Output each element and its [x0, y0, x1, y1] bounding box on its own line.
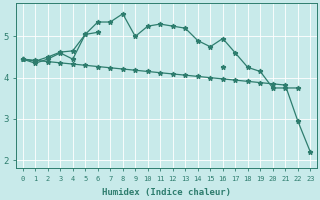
X-axis label: Humidex (Indice chaleur): Humidex (Indice chaleur): [102, 188, 231, 197]
